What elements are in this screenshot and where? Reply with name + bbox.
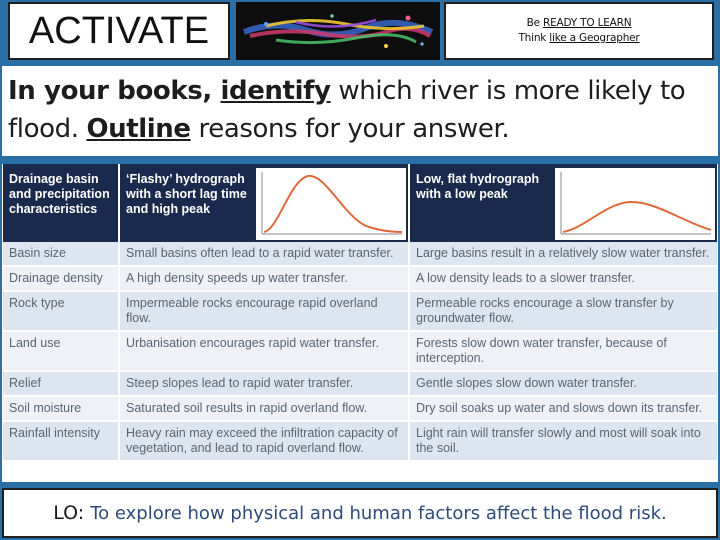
- characteristics-table: Drainage basin and precipitation charact…: [3, 164, 717, 462]
- tagline-line-2: Think like a Geographer: [518, 31, 639, 46]
- row-label-rock-type: Rock type: [3, 291, 120, 332]
- instruction-part-3: which river is more likely to flood.: [8, 76, 686, 144]
- table-row: Soil moisture Saturated soil results in …: [3, 396, 717, 422]
- hydrograph-table: Drainage basin and precipitation charact…: [2, 164, 718, 482]
- flashy-label: ‘Flashy’ hydrograph with a short lag tim…: [126, 172, 247, 216]
- header-flashy-hydrograph: ‘Flashy’ hydrograph with a short lag tim…: [119, 164, 410, 242]
- instruction-part-5: reasons for your answer.: [190, 114, 510, 144]
- instruction-identify: identify: [220, 76, 331, 106]
- cell-flashy: Small basins often lead to a rapid water…: [119, 242, 410, 267]
- flat-label: Low, flat hydrograph with a low peak: [416, 172, 540, 201]
- row-label-drainage-density: Drainage density: [3, 266, 120, 292]
- row-label-rainfall-intensity: Rainfall intensity: [3, 421, 120, 462]
- activate-title: ACTIVATE: [8, 2, 230, 60]
- tagline-box: Be READY TO LEARN Think like a Geographe…: [444, 2, 714, 60]
- tagline-line-1: Be READY TO LEARN: [527, 16, 632, 31]
- cell-flat: A low density leads to a slower transfer…: [409, 266, 717, 292]
- row-label-basin-size: Basin size: [3, 242, 120, 267]
- row-label-land-use: Land use: [3, 331, 120, 372]
- cell-flat: Permeable rocks encourage a slow transfe…: [409, 291, 717, 332]
- header-characteristics: Drainage basin and precipitation charact…: [3, 164, 120, 242]
- tagline-prefix-1: Be: [526, 17, 543, 29]
- cell-flashy: Saturated soil results in rapid overland…: [119, 396, 410, 422]
- lo-text: To explore how physical and human factor…: [90, 502, 667, 524]
- cell-flashy: Heavy rain may exceed the infiltration c…: [119, 421, 410, 462]
- table-row: Rainfall intensity Heavy rain may exceed…: [3, 421, 717, 462]
- cell-flat: Dry soil soaks up water and slows down i…: [409, 396, 717, 422]
- cell-flashy: Impermeable rocks encourage rapid overla…: [119, 291, 410, 332]
- table-row: Relief Steep slopes lead to rapid water …: [3, 371, 717, 397]
- cell-flashy: Urbanisation encourages rapid water tran…: [119, 331, 410, 372]
- cell-flat: Gentle slopes slow down water transfer.: [409, 371, 717, 397]
- ready-to-learn-text: READY TO LEARN: [542, 17, 632, 29]
- row-label-soil-moisture: Soil moisture: [3, 396, 120, 422]
- learning-objective: LO: To explore how physical and human fa…: [2, 488, 718, 538]
- header-flat-hydrograph: Low, flat hydrograph with a low peak: [409, 164, 717, 242]
- header-splash-image: [236, 2, 440, 60]
- table-row: Land use Urbanisation encourages rapid w…: [3, 331, 717, 372]
- cell-flat: Light rain will transfer slowly and most…: [409, 421, 717, 462]
- table-row: Basin size Small basins often lead to a …: [3, 242, 717, 267]
- row-label-relief: Relief: [3, 371, 120, 397]
- lo-key: LO:: [53, 502, 85, 524]
- activate-label: ACTIVATE: [28, 9, 210, 52]
- table-row: Drainage density A high density speeds u…: [3, 266, 717, 292]
- cell-flat: Forests slow down water transfer, becaus…: [409, 331, 717, 372]
- table-row: Rock type Impermeable rocks encourage ra…: [3, 291, 717, 332]
- paint-splash-icon: [236, 2, 440, 60]
- flashy-hydrograph-icon: [256, 168, 406, 240]
- cell-flat: Large basins result in a relatively slow…: [409, 242, 717, 267]
- instruction-text: In your books, identify which river is m…: [2, 66, 718, 156]
- table-header-row: Drainage basin and precipitation charact…: [3, 164, 717, 242]
- instruction-outline: Outline: [86, 114, 191, 144]
- geographer-text: like a Geographer: [549, 32, 640, 44]
- instruction-part-1: In your books,: [8, 76, 221, 106]
- cell-flashy: Steep slopes lead to rapid water transfe…: [119, 371, 410, 397]
- cell-flashy: A high density speeds up water transfer.: [119, 266, 410, 292]
- tagline-prefix-2: Think: [518, 32, 550, 44]
- flat-hydrograph-icon: [555, 168, 715, 240]
